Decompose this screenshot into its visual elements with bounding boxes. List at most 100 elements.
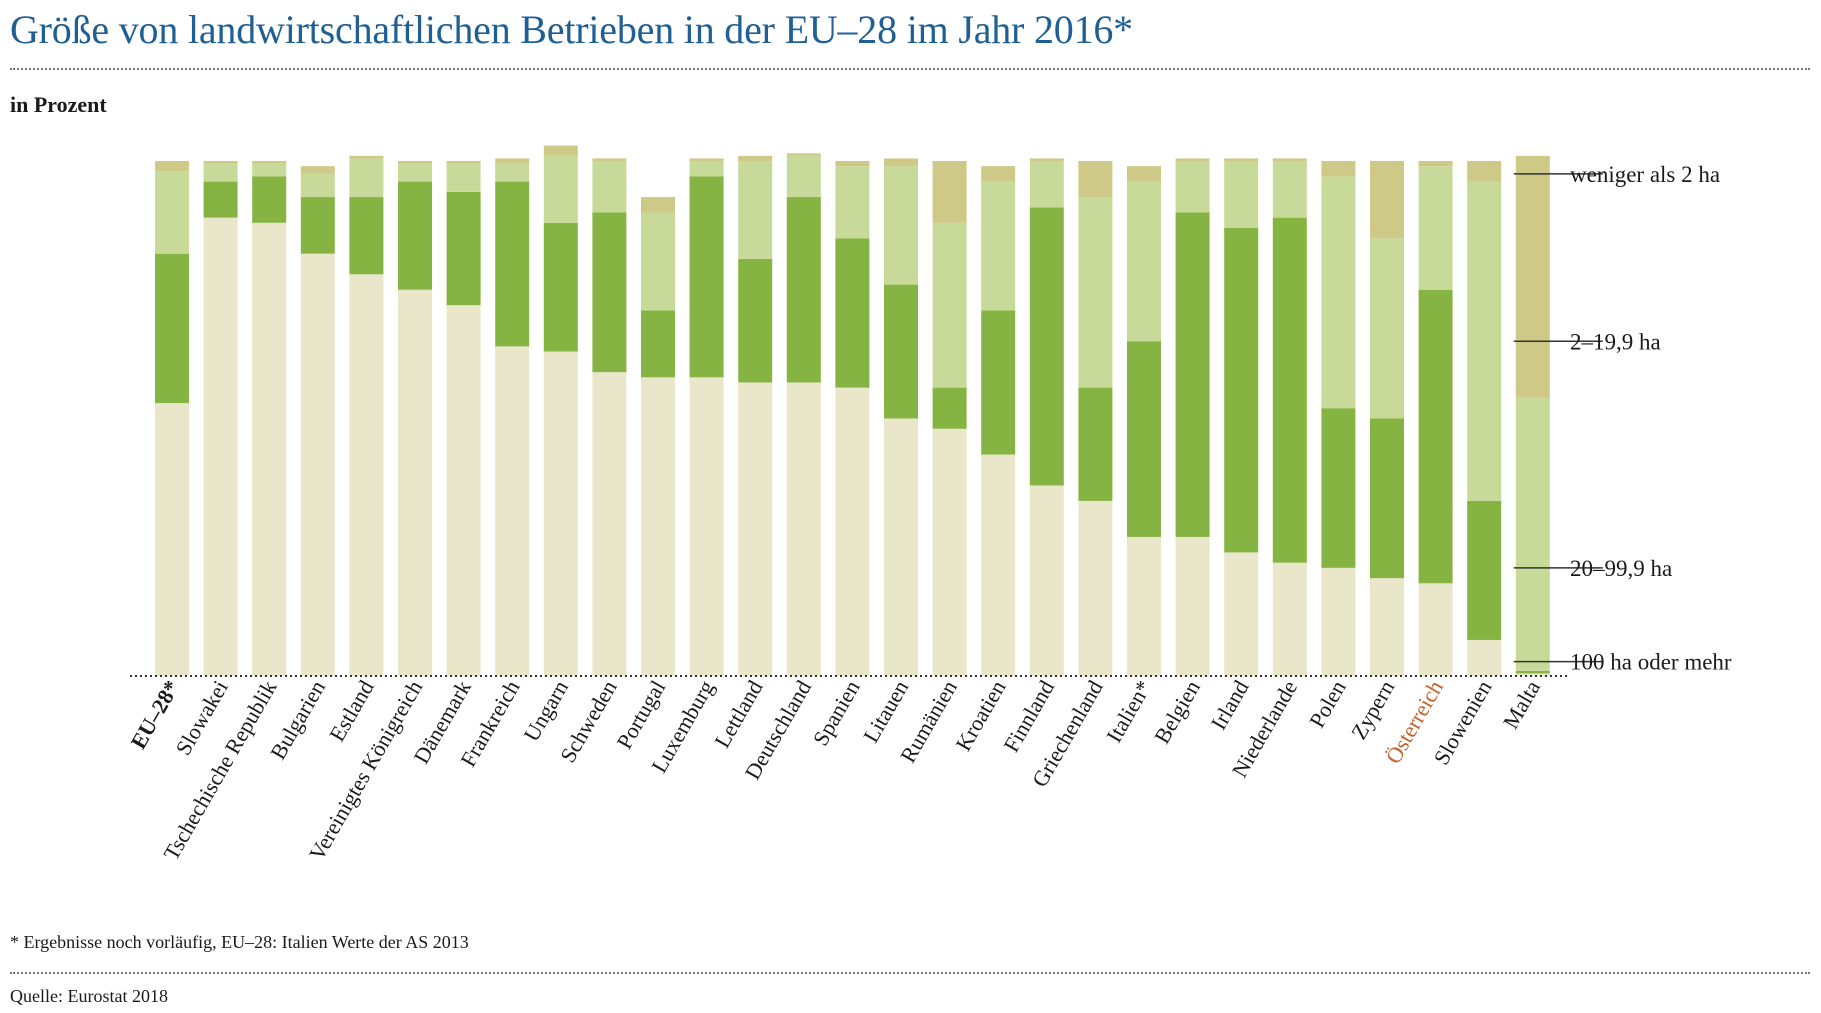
bar-segment [1029, 158, 1064, 161]
bar-segment [1515, 670, 1550, 674]
footnote: * Ergebnisse noch vorläufig, EU–28: Ital… [10, 932, 469, 952]
bar-segment [300, 253, 335, 676]
bar-segment [543, 155, 578, 223]
bar-segment [300, 173, 335, 198]
bar-segment [1370, 418, 1404, 579]
bar-segment [932, 161, 967, 223]
legend-label: 2–19,9 ha [1570, 329, 1661, 354]
bar-segment [252, 163, 287, 177]
bar-segment [1467, 181, 1502, 501]
bar-segment [1029, 161, 1064, 208]
bar-segment [155, 161, 189, 172]
bar-segment [835, 387, 870, 676]
bar-segment [155, 171, 189, 254]
bar-segment [1272, 161, 1307, 218]
bar-segment [1418, 289, 1453, 584]
bar-segment [641, 197, 675, 213]
bar-segment [932, 222, 967, 388]
bar-segment [1175, 158, 1210, 161]
bar-segment [981, 310, 1016, 455]
bar-segment [592, 212, 627, 373]
bar-segment [1224, 161, 1259, 228]
bar-segment [932, 387, 967, 429]
bar-segment [203, 181, 238, 218]
bar-segment [252, 222, 287, 677]
bar-segment [349, 274, 384, 676]
bar-segment [738, 382, 773, 676]
bar-segment [349, 197, 384, 275]
bar-segment [738, 155, 773, 161]
legend-label: 100 ha oder mehr [1570, 650, 1732, 675]
bar-segment [203, 161, 238, 164]
bar-segment [543, 145, 578, 156]
bar-segment [689, 176, 724, 378]
bar-segment [1078, 387, 1113, 501]
bar-segment [1515, 397, 1550, 671]
bar-segment [592, 158, 627, 161]
bar-segment [398, 181, 432, 290]
bar-segment [446, 163, 481, 192]
bar-segment [252, 176, 287, 223]
bar-segment [689, 161, 724, 177]
bar-segment [641, 212, 675, 311]
bar-segment [981, 166, 1016, 182]
bar-segment [349, 155, 384, 159]
bar-segment [981, 454, 1016, 676]
title-divider [10, 68, 1810, 70]
bar-segment [835, 166, 870, 239]
bar-segment [495, 158, 530, 164]
bar-segment [1418, 583, 1453, 676]
bar-segment [1321, 176, 1356, 409]
bar-segment [1272, 158, 1307, 161]
bar-segment [495, 346, 530, 676]
bar-segment [1127, 536, 1161, 676]
bar-segment [1175, 161, 1210, 213]
bar-segment [786, 153, 821, 156]
bar-segment [592, 161, 627, 213]
bar-segment [398, 289, 432, 676]
bar-segment [738, 161, 773, 259]
bar-segment [1515, 673, 1550, 676]
bar-segment [203, 217, 238, 676]
bar-segment [835, 238, 870, 388]
bar-segment [1127, 341, 1161, 537]
bar-segment [446, 305, 481, 676]
category-label: Belgien [1149, 676, 1205, 748]
bar-segment [884, 166, 918, 285]
bar-segment [1272, 562, 1307, 676]
bar-segment [1029, 485, 1064, 676]
bar-segment [398, 161, 432, 164]
bar-segment [1370, 578, 1404, 676]
bar-segment [1370, 238, 1404, 419]
category-label: Polen [1304, 676, 1351, 732]
bar-segment [300, 166, 335, 174]
bar-segment [1078, 500, 1113, 676]
bar-segment [592, 372, 627, 676]
bar-segment [1175, 536, 1210, 676]
category-label: Malta [1498, 676, 1545, 733]
bar-segment [1127, 166, 1161, 182]
bar-segment [495, 181, 530, 347]
bar-segment [1272, 217, 1307, 563]
bar-segment [203, 163, 238, 182]
bar-segment [1467, 161, 1502, 182]
bar-segment [641, 310, 675, 378]
bar-segment [1467, 639, 1502, 676]
bar-segment [1175, 212, 1210, 537]
bar-segment [349, 158, 384, 198]
footer-divider [10, 972, 1810, 974]
bar-segment [1224, 552, 1259, 676]
bar-segment [1078, 197, 1113, 388]
bar-segment [884, 284, 918, 419]
bar-segment [786, 197, 821, 383]
source-note: Quelle: Eurostat 2018 [10, 986, 168, 1006]
bar-segment [884, 158, 918, 167]
bar-segment [981, 181, 1016, 311]
bar-segment [1029, 207, 1064, 486]
bar-segment [1224, 158, 1259, 161]
bar-segment [398, 163, 432, 182]
legend-label: 20–99,9 ha [1570, 556, 1672, 581]
category-label: Zypern [1346, 676, 1399, 744]
bar-segment [1467, 500, 1502, 640]
